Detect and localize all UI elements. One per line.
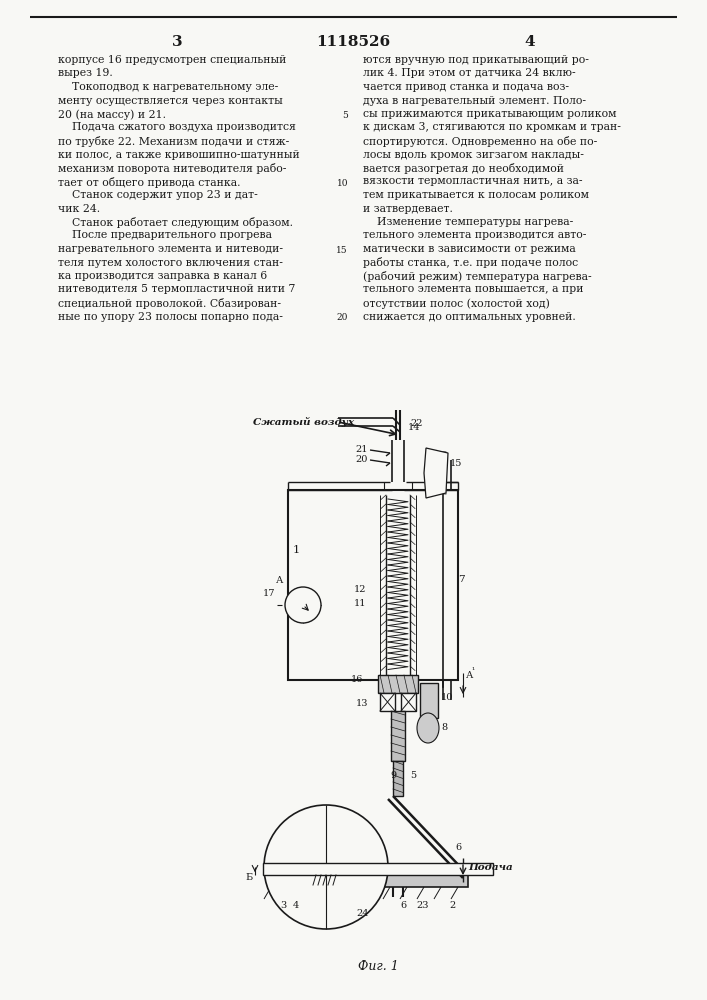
Text: 1: 1 [293, 545, 300, 555]
Text: 7: 7 [458, 576, 464, 584]
Text: Станок содержит упор 23 и дат-: Станок содержит упор 23 и дат- [58, 190, 258, 200]
Bar [263, 863, 493, 875]
Text: 5: 5 [342, 111, 348, 120]
Text: механизм поворота нитеводителя рабо-: механизм поворота нитеводителя рабо- [58, 163, 286, 174]
Text: ные по упору 23 полосы попарно пода-: ные по упору 23 полосы попарно пода- [58, 312, 283, 322]
Text: и затвердевает.: и затвердевает. [363, 204, 453, 214]
Text: теля путем холостого включения стан-: теля путем холостого включения стан- [58, 257, 283, 267]
Text: работы станка, т.е. при подаче полос: работы станка, т.е. при подаче полос [363, 257, 578, 268]
Bar [268, 875, 468, 887]
Bar [288, 490, 458, 680]
Text: 8: 8 [441, 724, 447, 732]
Text: к дискам 3, стягиваются по кромкам и тран-: к дискам 3, стягиваются по кромкам и тра… [363, 122, 621, 132]
Text: 16: 16 [351, 676, 363, 684]
Text: Станок работает следующим образом.: Станок работает следующим образом. [58, 217, 293, 228]
Text: Б: Б [246, 872, 253, 882]
Text: Подача: Подача [468, 863, 513, 872]
Text: ¹: ¹ [471, 667, 474, 675]
Polygon shape [424, 448, 448, 498]
Text: 4: 4 [293, 901, 299, 910]
Text: 14: 14 [408, 422, 421, 432]
Bar [380, 693, 395, 711]
Text: 6: 6 [400, 901, 406, 910]
Text: 12: 12 [354, 585, 366, 594]
Text: нитеводителя 5 термопластичной нити 7: нитеводителя 5 термопластичной нити 7 [58, 284, 296, 294]
Text: ются вручную под прикатывающий ро-: ются вручную под прикатывающий ро- [363, 55, 589, 65]
Text: спортируются. Одновременно на обе по-: спортируются. Одновременно на обе по- [363, 136, 597, 147]
Text: 11: 11 [354, 598, 366, 607]
Bar [420, 683, 438, 718]
Bar [378, 675, 418, 693]
Text: 15: 15 [450, 458, 462, 468]
Text: 21: 21 [356, 446, 368, 454]
Text: Изменение температуры нагрева-: Изменение температуры нагрева- [363, 217, 573, 227]
Text: 24: 24 [357, 909, 369, 918]
Text: нагревательного элемента и нитеводи-: нагревательного элемента и нитеводи- [58, 244, 283, 254]
Text: тем прикатывается к полосам роликом: тем прикатывается к полосам роликом [363, 190, 589, 200]
Text: менту осуществляется через контакты: менту осуществляется через контакты [58, 96, 283, 105]
Text: Фиг. 1: Фиг. 1 [358, 960, 398, 973]
Text: 2: 2 [450, 901, 456, 910]
Text: тает от общего привода станка.: тает от общего привода станка. [58, 176, 240, 188]
Text: матически в зависимости от режима: матически в зависимости от режима [363, 244, 575, 254]
Circle shape [264, 805, 388, 929]
Text: вырез 19.: вырез 19. [58, 68, 112, 79]
Text: лик 4. При этом от датчика 24 вклю-: лик 4. При этом от датчика 24 вклю- [363, 68, 575, 79]
Text: 10: 10 [441, 694, 453, 702]
Text: ка производится заправка в канал 6: ка производится заправка в канал 6 [58, 271, 267, 281]
Text: 20 (на массу) и 21.: 20 (на массу) и 21. [58, 109, 166, 120]
Bar [393, 761, 403, 796]
Text: А: А [466, 670, 474, 680]
Text: тельного элемента производится авто-: тельного элемента производится авто- [363, 231, 586, 240]
Text: по трубке 22. Механизм подачи и стяж-: по трубке 22. Механизм подачи и стяж- [58, 136, 289, 147]
Text: (рабочий режим) температура нагрева-: (рабочий режим) температура нагрева- [363, 271, 592, 282]
Text: 20: 20 [337, 314, 348, 322]
Text: 5: 5 [410, 772, 416, 780]
Text: сы прижимаются прикатывающим роликом: сы прижимаются прикатывающим роликом [363, 109, 617, 119]
Text: 17: 17 [262, 588, 275, 597]
Bar [391, 711, 405, 761]
Circle shape [285, 587, 321, 623]
Text: вязкости термопластичная нить, а за-: вязкости термопластичная нить, а за- [363, 176, 583, 186]
Text: чается привод станка и подача воз-: чается привод станка и подача воз- [363, 82, 569, 92]
Text: снижается до оптимальных уровней.: снижается до оптимальных уровней. [363, 312, 575, 322]
Text: 20: 20 [356, 456, 368, 464]
Text: Токоподвод к нагревательному эле-: Токоподвод к нагревательному эле- [58, 82, 279, 92]
Ellipse shape [417, 713, 439, 743]
Text: 9: 9 [390, 771, 396, 780]
Text: духа в нагревательный элемент. Поло-: духа в нагревательный элемент. Поло- [363, 96, 586, 105]
Text: 23: 23 [416, 901, 429, 910]
Text: лосы вдоль кромок зигзагом наклады-: лосы вдоль кромок зигзагом наклады- [363, 149, 584, 159]
Text: ки полос, а также кривошипно-шатунный: ки полос, а также кривошипно-шатунный [58, 149, 300, 159]
Text: 10: 10 [337, 178, 348, 188]
Text: После предварительного прогрева: После предварительного прогрева [58, 231, 272, 240]
Text: 22: 22 [410, 418, 423, 428]
Text: тельного элемента повышается, а при: тельного элемента повышается, а при [363, 284, 583, 294]
Text: специальной проволокой. Сбазирован-: специальной проволокой. Сбазирован- [58, 298, 281, 309]
Text: отсутствии полос (холостой ход): отсутствии полос (холостой ход) [363, 298, 550, 309]
Text: 3: 3 [172, 35, 182, 49]
Text: 15: 15 [337, 246, 348, 255]
Text: корпусе 16 предусмотрен специальный: корпусе 16 предусмотрен специальный [58, 55, 286, 65]
Text: А: А [276, 576, 283, 585]
Text: вается разогретая до необходимой: вается разогретая до необходимой [363, 163, 564, 174]
Text: 4: 4 [525, 35, 535, 49]
Text: чик 24.: чик 24. [58, 204, 100, 214]
Text: Сжатый воздух: Сжатый воздух [253, 417, 354, 427]
Text: 1118526: 1118526 [316, 35, 390, 49]
Text: 3: 3 [280, 901, 286, 910]
Text: 13: 13 [356, 698, 368, 708]
Text: 6: 6 [455, 844, 461, 852]
Text: Подача сжатого воздуха производится: Подача сжатого воздуха производится [58, 122, 296, 132]
Bar [401, 693, 416, 711]
